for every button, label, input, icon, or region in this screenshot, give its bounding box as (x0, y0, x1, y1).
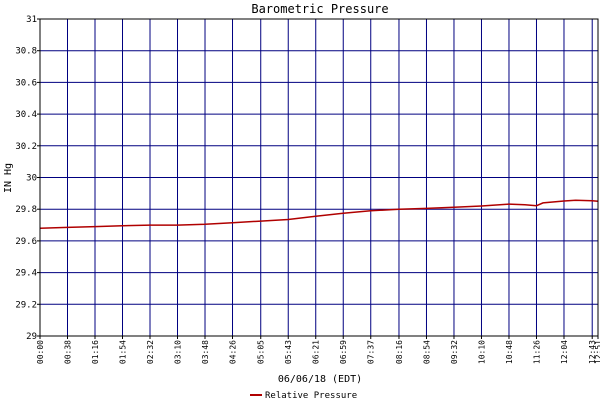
x-tick-label: 01:54 (119, 340, 128, 364)
x-tick-label: 11:26 (532, 340, 541, 364)
x-tick-label: 05:05 (257, 340, 266, 364)
x-tick-label: 12:43 (588, 340, 597, 364)
series-layer (39, 199, 599, 229)
y-tick-label: 30.2 (15, 142, 37, 152)
x-tick-label: 01:16 (91, 340, 100, 364)
x-tick-label: 08:54 (422, 340, 431, 364)
y-tick-label: 29 (26, 332, 37, 342)
chart-title: Barometric Pressure (251, 2, 388, 16)
x-tick-label: 10:48 (505, 340, 514, 364)
x-tick-label: 03:48 (201, 340, 210, 364)
y-tick-label: 30.4 (15, 110, 37, 120)
x-tick-labels: 00:00 00:38 01:16 01:54 02:32 03:10 03:48 04:26… (36, 336, 600, 364)
x-axis-label: 06/06/18 (EDT) (278, 374, 362, 385)
x-tick-label: 10:10 (477, 340, 486, 364)
x-tick-label: 05:43 (284, 340, 293, 364)
plot-frame (39, 18, 599, 337)
y-axis-label: IN Hg (3, 163, 14, 193)
x-tick-label: 09:32 (450, 340, 459, 364)
legend-label-relative-pressure: Relative Pressure (265, 391, 357, 400)
x-tick-label: 00:38 (64, 340, 73, 364)
x-tick-label: 02:32 (146, 340, 155, 364)
x-tick-label: 08:16 (395, 340, 404, 364)
y-tick-label: 30.8 (15, 47, 37, 57)
series-line-relative-pressure (39, 199, 599, 229)
legend: Relative Pressure (250, 391, 357, 400)
grid-lines (39, 18, 599, 337)
x-tick-label: 07:37 (367, 340, 376, 364)
y-tick-label: 29.2 (15, 300, 37, 310)
x-tick-label: 06:21 (312, 340, 321, 364)
y-tick-label: 29.6 (15, 237, 37, 247)
y-tick-label: 29.8 (15, 205, 37, 215)
y-tick-label: 30 (26, 174, 37, 184)
y-tick-label: 30.6 (15, 78, 37, 88)
x-tick-label: 00:00 (36, 340, 45, 364)
x-tick-label: 03:10 (174, 340, 183, 364)
y-tick-label: 31 (26, 15, 37, 25)
y-tick-label: 29.4 (15, 269, 37, 279)
x-tick-label: 06:59 (339, 340, 348, 364)
x-tick-label: 04:26 (229, 340, 238, 364)
x-tick-label: 12:51 (594, 340, 600, 364)
x-tick-label: 12:04 (560, 340, 569, 364)
y-tick-labels: 29 29.2 29.4 29.6 29.8 30 30.2 30.4 30.6 30.8 31 (15, 15, 40, 342)
